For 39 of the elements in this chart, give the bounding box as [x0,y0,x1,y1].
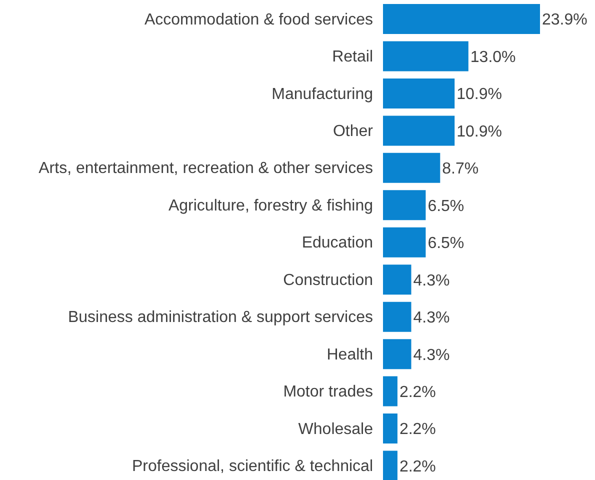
bar [383,4,540,34]
bar [383,190,426,220]
y-tick-label: Construction [283,272,373,289]
data-label: 4.3% [413,346,450,364]
y-tick-label: Health [326,346,373,364]
data-label: 4.3% [413,310,450,327]
bar [383,376,398,406]
y-tick-label: Arts, entertainment, recreation & other services [38,160,373,178]
y-tick-label: Business administration & support services [68,309,373,326]
bar [383,152,440,183]
y-tick-label: Manufacturing [272,86,373,103]
y-tick-label: Professional, scientific & technical [132,458,373,476]
data-label: 2.2% [399,421,436,438]
data-label: 6.5% [428,235,464,252]
y-tick-label: Retail [332,48,373,66]
bar [383,227,426,258]
data-label: 10.9% [456,123,502,140]
data-label: 23.9% [542,12,588,29]
bar [383,264,412,295]
bar [383,302,412,332]
y-tick-label: Other [332,122,374,140]
y-tick-label: Education [302,234,373,252]
data-label: 6.5% [428,198,464,215]
y-tick-label: Accommodation & food services [144,11,373,28]
y-tick-label: Motor trades [283,384,373,401]
bar [383,41,468,72]
y-tick-label: Wholesale [298,420,374,438]
data-label: 2.2% [399,458,436,476]
y-tick-label: Agriculture, forestry & fishing [168,197,373,214]
bar [383,339,412,370]
data-label: 2.2% [399,384,436,401]
data-label: 8.7% [442,160,479,178]
bar [383,450,398,480]
bar [383,116,455,146]
bar [383,414,398,444]
data-label: 4.3% [413,272,450,290]
data-label: 10.9% [456,86,502,104]
data-label: 13.0% [470,48,516,66]
bar [383,78,455,108]
